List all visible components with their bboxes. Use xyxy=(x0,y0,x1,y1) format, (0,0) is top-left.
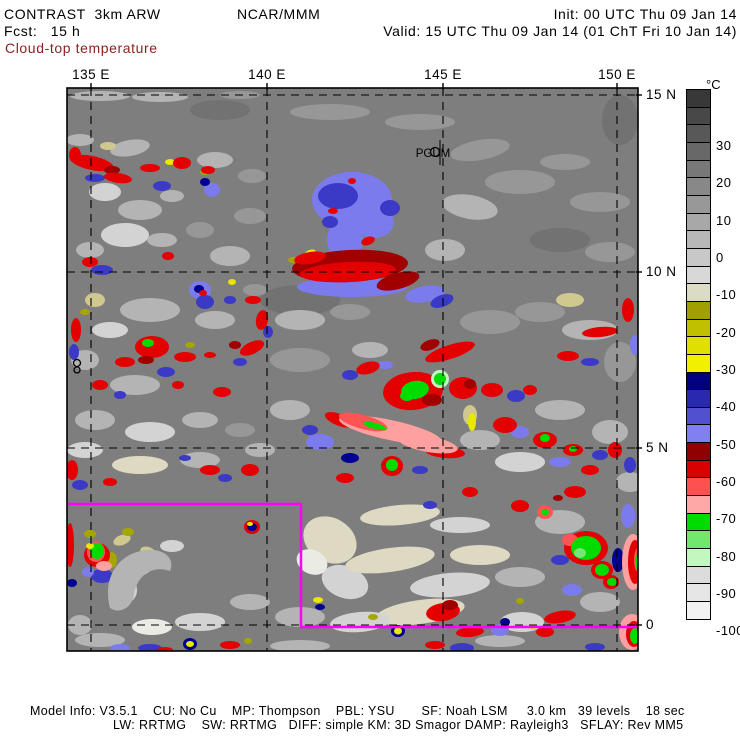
colorbar-cell xyxy=(686,512,711,532)
colorbar-cell xyxy=(686,583,711,603)
lat-lon-grid xyxy=(67,88,638,651)
colorbar-cell xyxy=(686,336,711,355)
nest-domain-boundary xyxy=(67,502,638,629)
colorbar-tick-label: 30 xyxy=(716,138,732,153)
lon-tick-label: 150 E xyxy=(598,67,636,82)
colorbar-tick-label: -30 xyxy=(716,362,737,378)
colorbar-tick-label: 20 xyxy=(716,175,732,191)
model-title: CONTRAST 3km ARW xyxy=(4,6,161,22)
station-marker-pgum: PGUM xyxy=(416,140,451,165)
colorbar-cell xyxy=(686,548,711,567)
colorbar-cell xyxy=(686,371,711,391)
model-info-line2: LW: RRTMG SW: RRTMG DIFF: simple KM: 3D … xyxy=(113,718,684,732)
colorbar-cell xyxy=(686,353,711,373)
colorbar-cell xyxy=(686,495,711,514)
colorbar-cell xyxy=(686,230,711,249)
colorbar-cell xyxy=(686,177,711,196)
model-info-line1: Model Info: V3.5.1 CU: No Cu MP: Thompso… xyxy=(30,704,685,718)
valid-time: Valid: 15 UTC Thu 09 Jan 14 (01 ChT Fri … xyxy=(383,23,737,39)
colorbar-tick-label: -70 xyxy=(716,511,737,527)
colorbar-cell xyxy=(686,159,711,179)
colorbar-cell xyxy=(686,601,711,620)
colorbar-tick-label: 10 xyxy=(716,212,732,228)
colorbar-tick-label: 0 xyxy=(716,250,724,266)
colorbar-cell xyxy=(686,459,711,479)
colorbar-tick-label: -90 xyxy=(716,586,737,602)
colorbar-cell xyxy=(686,106,711,126)
colorbar-cell xyxy=(686,318,711,338)
colorbar-cell xyxy=(686,247,711,267)
axis-ticks xyxy=(90,83,642,626)
colorbar-cell xyxy=(686,124,711,143)
colorbar-cell xyxy=(686,406,711,426)
colorbar-cell xyxy=(686,194,711,214)
colorbar-cell xyxy=(686,212,711,232)
lon-tick-label: 135 E xyxy=(72,67,110,82)
colorbar-tick-label: -60 xyxy=(716,474,737,490)
colorbar-cell xyxy=(686,300,711,320)
colorbar-cell xyxy=(686,389,711,408)
station-label: PGUM xyxy=(416,148,451,160)
cloud-field xyxy=(67,88,638,651)
init-time: Init: 00 UTC Thu 09 Jan 14 xyxy=(553,6,737,22)
colorbar-cell xyxy=(686,265,711,285)
forecast-hour: Fcst: 15 h xyxy=(4,23,81,39)
station-circle-icon xyxy=(429,146,441,158)
lon-tick-label: 145 E xyxy=(424,67,462,82)
lon-tick-label: 140 E xyxy=(248,67,286,82)
colorbar-cell xyxy=(686,477,711,497)
lat-tick-label: 10 N xyxy=(646,264,677,279)
colorbar-unit-label: °C xyxy=(706,77,721,92)
colorbar-cell xyxy=(686,565,711,585)
center-name: NCAR/MMM xyxy=(237,6,321,22)
colorbar-cell xyxy=(686,424,711,444)
lat-tick-label: 15 N xyxy=(646,87,677,102)
colorbar-tick-label: -40 xyxy=(716,399,737,415)
lat-tick-label: 5 N xyxy=(646,440,669,455)
product-title: Cloud-top temperature xyxy=(5,40,158,56)
colorbar-tick-label: -20 xyxy=(716,324,737,340)
station-marker-west-edge xyxy=(72,358,82,374)
map-frame xyxy=(66,87,639,652)
colorbar-cell xyxy=(686,442,711,461)
colorbar-tick-label: -100 xyxy=(716,623,740,639)
lat-tick-label: 0 xyxy=(646,617,655,632)
colorbar-cell xyxy=(686,283,711,302)
colorbar-cell xyxy=(686,141,711,161)
colorbar-tick-label: -10 xyxy=(716,287,737,303)
colorbar-tick-label: -80 xyxy=(716,548,737,564)
colorbar xyxy=(686,89,711,620)
colorbar-cell xyxy=(686,89,711,108)
colorbar-tick-label: -50 xyxy=(716,436,737,452)
colorbar-cell xyxy=(686,530,711,550)
